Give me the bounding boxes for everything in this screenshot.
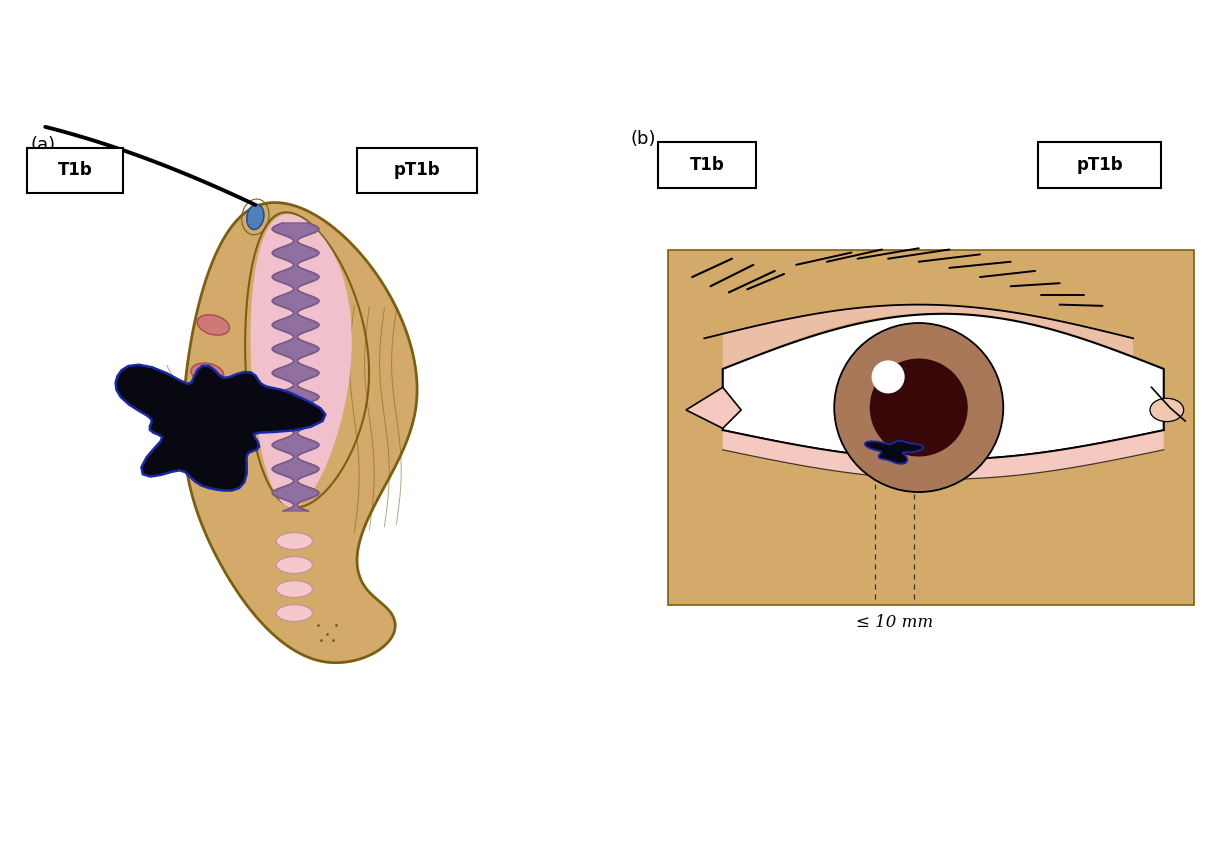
Circle shape bbox=[872, 360, 904, 393]
Polygon shape bbox=[723, 430, 1164, 479]
Polygon shape bbox=[686, 387, 741, 429]
Ellipse shape bbox=[197, 315, 229, 335]
FancyBboxPatch shape bbox=[358, 148, 478, 193]
Circle shape bbox=[834, 323, 1003, 492]
Polygon shape bbox=[245, 212, 369, 508]
Ellipse shape bbox=[277, 581, 312, 598]
FancyBboxPatch shape bbox=[668, 249, 1194, 605]
Ellipse shape bbox=[277, 533, 312, 550]
FancyBboxPatch shape bbox=[659, 142, 757, 189]
Ellipse shape bbox=[277, 605, 312, 621]
Text: ≤ 10 mm: ≤ 10 mm bbox=[856, 614, 932, 631]
Text: pT1b: pT1b bbox=[394, 162, 441, 179]
FancyBboxPatch shape bbox=[1039, 142, 1161, 189]
Text: T1b: T1b bbox=[58, 162, 93, 179]
Text: pT1b: pT1b bbox=[1076, 157, 1123, 174]
Ellipse shape bbox=[1150, 398, 1183, 422]
Polygon shape bbox=[723, 314, 1164, 460]
Text: T1b: T1b bbox=[690, 157, 725, 174]
FancyBboxPatch shape bbox=[27, 148, 124, 193]
Polygon shape bbox=[183, 203, 417, 663]
Polygon shape bbox=[272, 223, 318, 511]
Text: (a): (a) bbox=[31, 136, 55, 154]
Ellipse shape bbox=[191, 363, 224, 383]
Polygon shape bbox=[723, 305, 1133, 369]
Text: (b): (b) bbox=[631, 130, 657, 148]
Polygon shape bbox=[250, 214, 352, 508]
Ellipse shape bbox=[194, 411, 227, 431]
Circle shape bbox=[870, 359, 968, 456]
Ellipse shape bbox=[277, 557, 312, 573]
Polygon shape bbox=[865, 440, 924, 464]
Ellipse shape bbox=[246, 205, 263, 229]
Polygon shape bbox=[115, 365, 326, 491]
